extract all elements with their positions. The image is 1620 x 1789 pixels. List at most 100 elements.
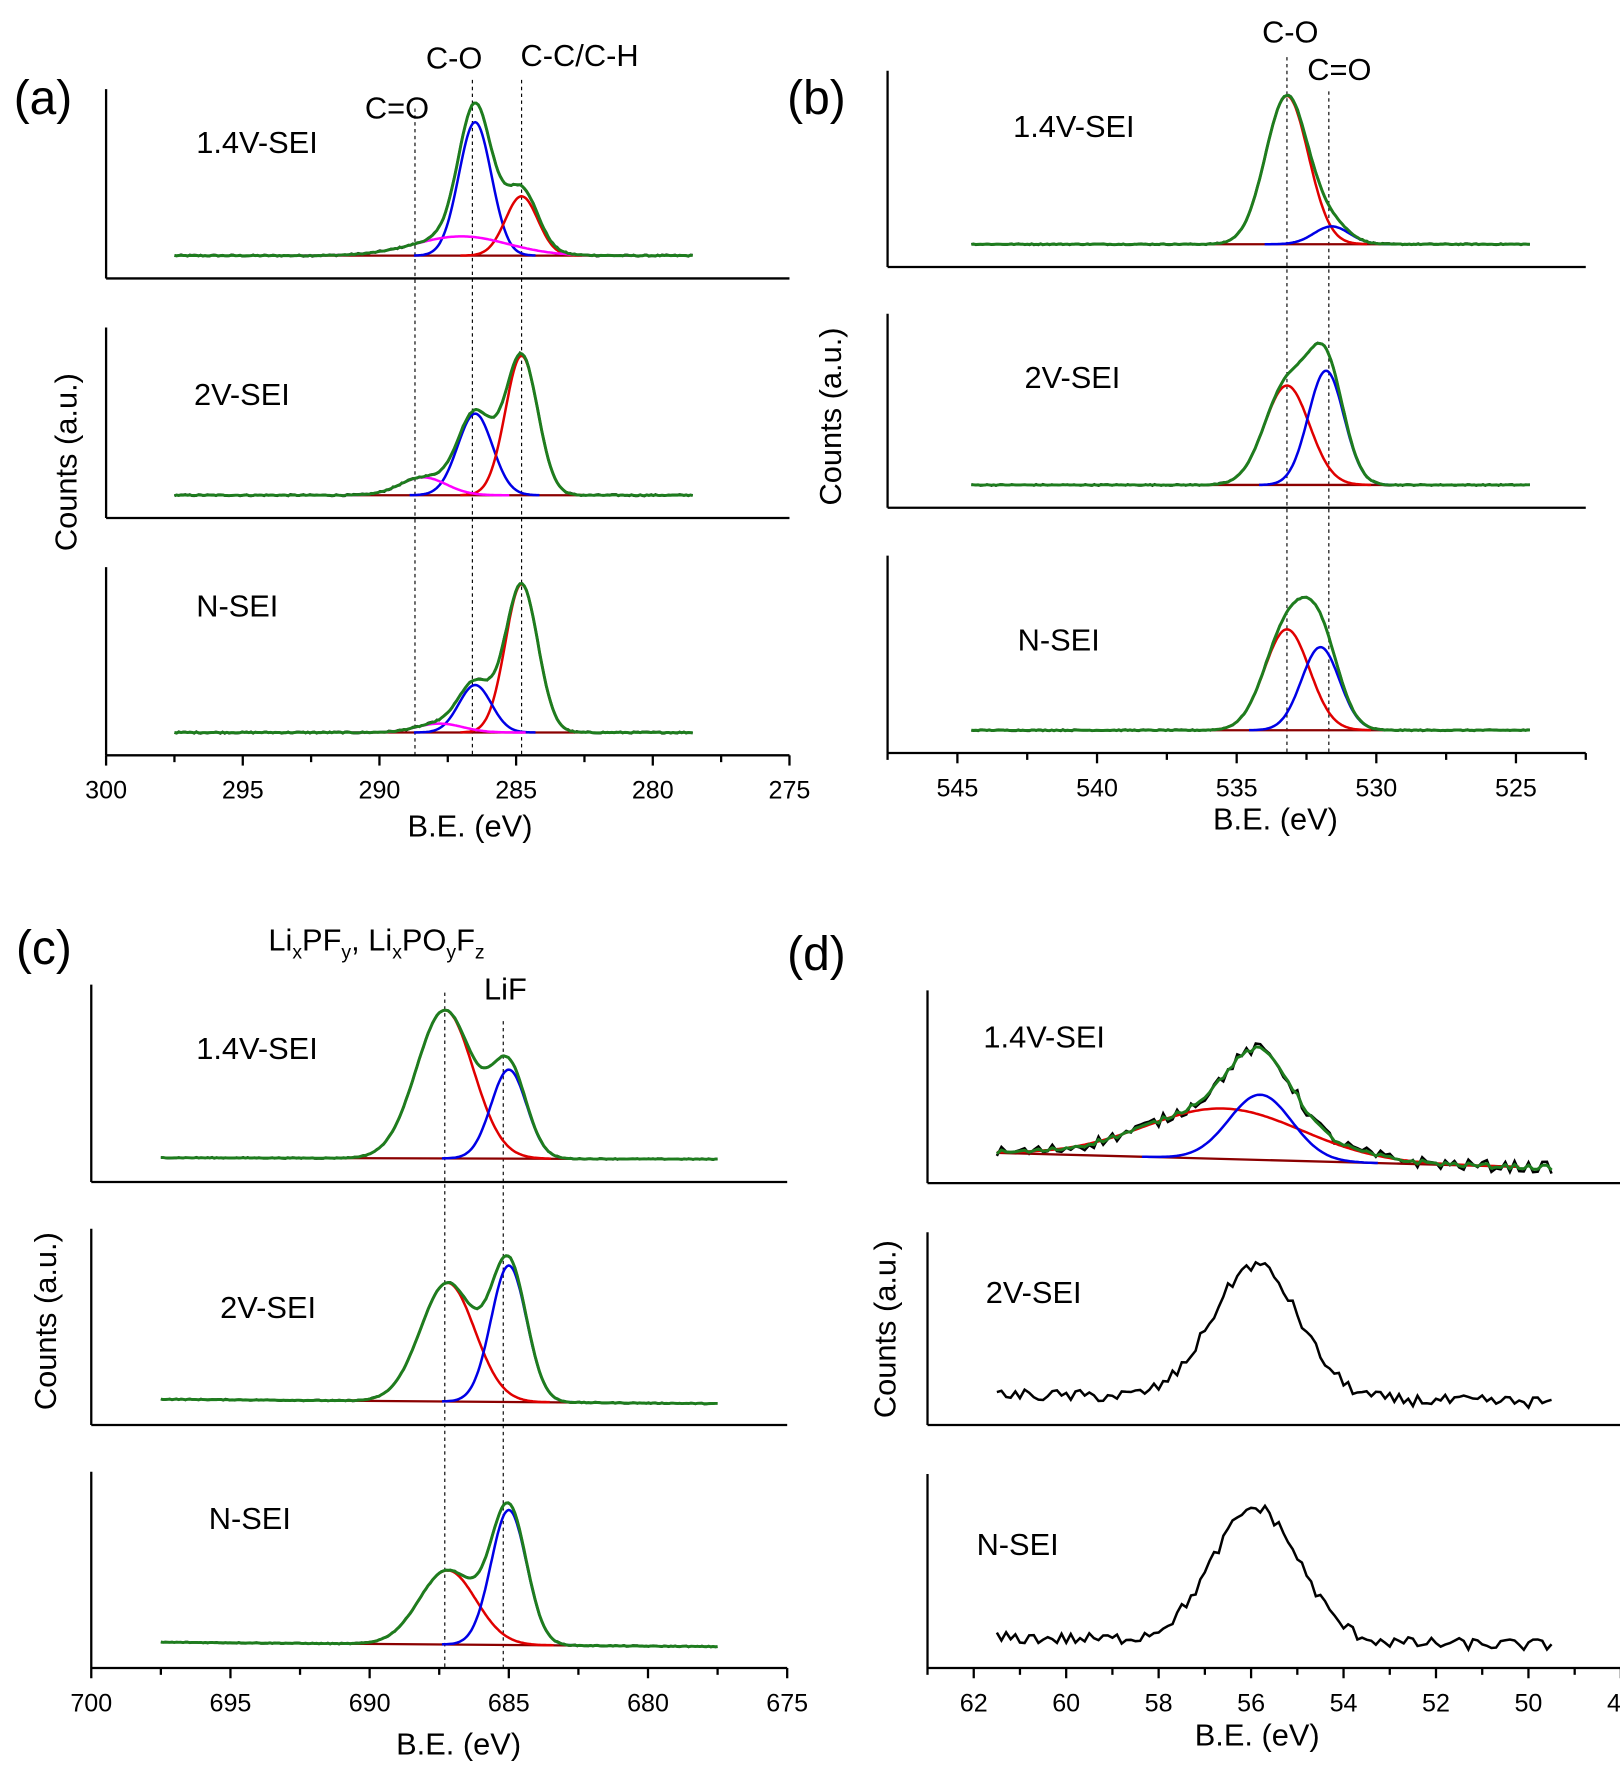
sample-label: N-SEI: [209, 1501, 291, 1536]
peak-label: LiF: [484, 971, 527, 1006]
y-axis-label: Counts (a.u.): [813, 327, 848, 505]
x-axis: 545 540 535 530 525: [886, 753, 1587, 802]
sample-label: N-SEI: [196, 588, 278, 623]
panel-letter: (c): [16, 922, 72, 975]
fit-envelope: [971, 595, 1530, 733]
peak-label: C-C/C-H: [521, 38, 639, 73]
x-tick-label: 60: [1052, 1689, 1080, 1717]
x-tick-label: 285: [495, 777, 537, 805]
fit-envelope: [995, 1045, 1553, 1172]
subplot-1.4V-SEI: 1.4V-SEI: [926, 990, 1620, 1185]
peak-label-segment: PF: [302, 922, 341, 957]
fit-component-blue: [413, 683, 536, 734]
panel-a: (a) Counts (a.u.) B.E. (eV) C=O C-O C-C/C-H 1.…: [14, 38, 811, 843]
fit-envelope: [971, 93, 1530, 247]
fit-component-magenta: [286, 235, 635, 257]
x-tick-label: 275: [769, 777, 811, 805]
panel-d: (d) Counts (a.u.) B.E. (eV) 1.4V-SEI 2V-SEI N…: [787, 928, 1620, 1753]
subplot-N-SEI: N-SEI: [926, 1474, 1620, 1670]
subplot-2V-SEI: 2V-SEI: [886, 313, 1586, 509]
fit-envelope: [971, 341, 1530, 487]
sample-label: 2V-SEI: [220, 1290, 316, 1325]
peak-label: C=O: [365, 91, 429, 126]
subplot-N-SEI: N-SEI: [886, 555, 1586, 755]
x-tick-label: 690: [349, 1689, 391, 1717]
x-tick-label: 54: [1330, 1689, 1358, 1717]
fit-component-blue: [413, 120, 536, 257]
fit-component-blue: [1248, 645, 1392, 732]
x-axis-label: B.E. (eV): [1213, 801, 1338, 836]
y-axis-label: Counts (a.u.): [868, 1240, 903, 1418]
peak-label: C-O: [1262, 14, 1318, 49]
peak-label-segment: F: [456, 922, 475, 957]
peak-label-segment: z: [475, 941, 485, 963]
peak-label-segment: x: [392, 941, 402, 963]
y-axis-label: Counts (a.u.): [28, 1232, 63, 1410]
x-tick-label: 540: [1076, 774, 1118, 802]
x-tick-label: 695: [210, 1689, 252, 1717]
panel-b: (b) Counts (a.u.) B.E. (eV) C-OC=O 1.4V-SEI 2…: [787, 14, 1587, 836]
subplot-N-SEI: N-SEI: [90, 1471, 788, 1670]
background-line: [996, 1151, 1520, 1168]
x-tick-label: 685: [488, 1689, 530, 1717]
x-tick-label: 530: [1355, 774, 1397, 802]
fit-envelope: [174, 582, 693, 735]
fit-component-blue: [441, 1264, 576, 1404]
fit-component-blue: [409, 412, 540, 497]
peak-label-segment: PO: [402, 922, 447, 957]
x-tick-label: 700: [70, 1689, 112, 1717]
subplot-2V-SEI: 2V-SEI: [90, 1228, 788, 1427]
peak-label: C-O: [426, 41, 482, 76]
sample-label: 2V-SEI: [986, 1275, 1082, 1310]
x-tick-label: 62: [960, 1689, 988, 1717]
subplot-1.4V-SEI: 1.4V-SEI: [886, 70, 1586, 269]
fit-envelope: [160, 1254, 718, 1406]
fit-envelope: [174, 101, 693, 258]
x-tick-label: 48: [1607, 1689, 1620, 1717]
experimental-spectrum: [971, 595, 1530, 733]
experimental-spectrum: [996, 1260, 1552, 1410]
x-tick-label: 56: [1237, 1689, 1265, 1717]
sample-label: 1.4V-SEI: [196, 125, 318, 160]
subplot-N-SEI: N-SEI: [104, 567, 790, 757]
x-tick-label: 675: [766, 1689, 808, 1717]
peak-label-segment: , Li: [351, 922, 392, 957]
x-axis-label: B.E. (eV): [1195, 1718, 1320, 1753]
fit-component-red: [345, 1281, 550, 1404]
peak-label-segment: y: [341, 941, 351, 963]
sample-label: 2V-SEI: [194, 377, 290, 412]
peak-label: C=O: [1307, 52, 1371, 87]
sample-label: N-SEI: [1018, 623, 1100, 658]
experimental-spectrum: [160, 1254, 718, 1406]
x-tick-label: 58: [1145, 1689, 1173, 1717]
panel-letter: (b): [787, 72, 846, 125]
sample-label: 2V-SEI: [1024, 360, 1120, 395]
panel-letter: (a): [14, 72, 73, 125]
x-tick-label: 525: [1495, 774, 1537, 802]
x-tick-label: 300: [85, 777, 127, 805]
x-axis-label: B.E. (eV): [408, 808, 533, 843]
x-tick-label: 280: [632, 777, 674, 805]
x-tick-label: 680: [627, 1689, 669, 1717]
fit-envelope: [160, 1008, 718, 1161]
sample-label: N-SEI: [977, 1527, 1059, 1562]
x-tick-label: 295: [222, 777, 264, 805]
experimental-spectrum: [995, 1503, 1553, 1653]
subplot-1.4V-SEI: 1.4V-SEI: [90, 984, 788, 1184]
peak-label-segment: x: [292, 941, 302, 963]
x-axis: 700 695 690 685 680 675: [70, 1667, 808, 1717]
panel-c: (c)Counts (a.u.)B.E. (eV)LixPFy, LixPOyF…: [16, 922, 808, 1762]
x-axis: 62 60 58 56 54 52 50 48: [926, 1667, 1620, 1717]
fit-envelope: [174, 351, 693, 498]
subplot-2V-SEI: 2V-SEI: [104, 327, 790, 520]
sample-label: 1.4V-SEI: [1013, 109, 1135, 144]
sample-label: 1.4V-SEI: [196, 1031, 318, 1066]
x-tick-label: 290: [359, 777, 401, 805]
peak-label-segment: y: [446, 941, 456, 963]
x-tick-label: 50: [1514, 1689, 1542, 1717]
fit-component-blue: [1141, 1093, 1378, 1165]
subplot-2V-SEI: 2V-SEI: [926, 1232, 1620, 1427]
x-tick-label: 535: [1216, 774, 1258, 802]
x-axis-label: B.E. (eV): [396, 1727, 521, 1762]
